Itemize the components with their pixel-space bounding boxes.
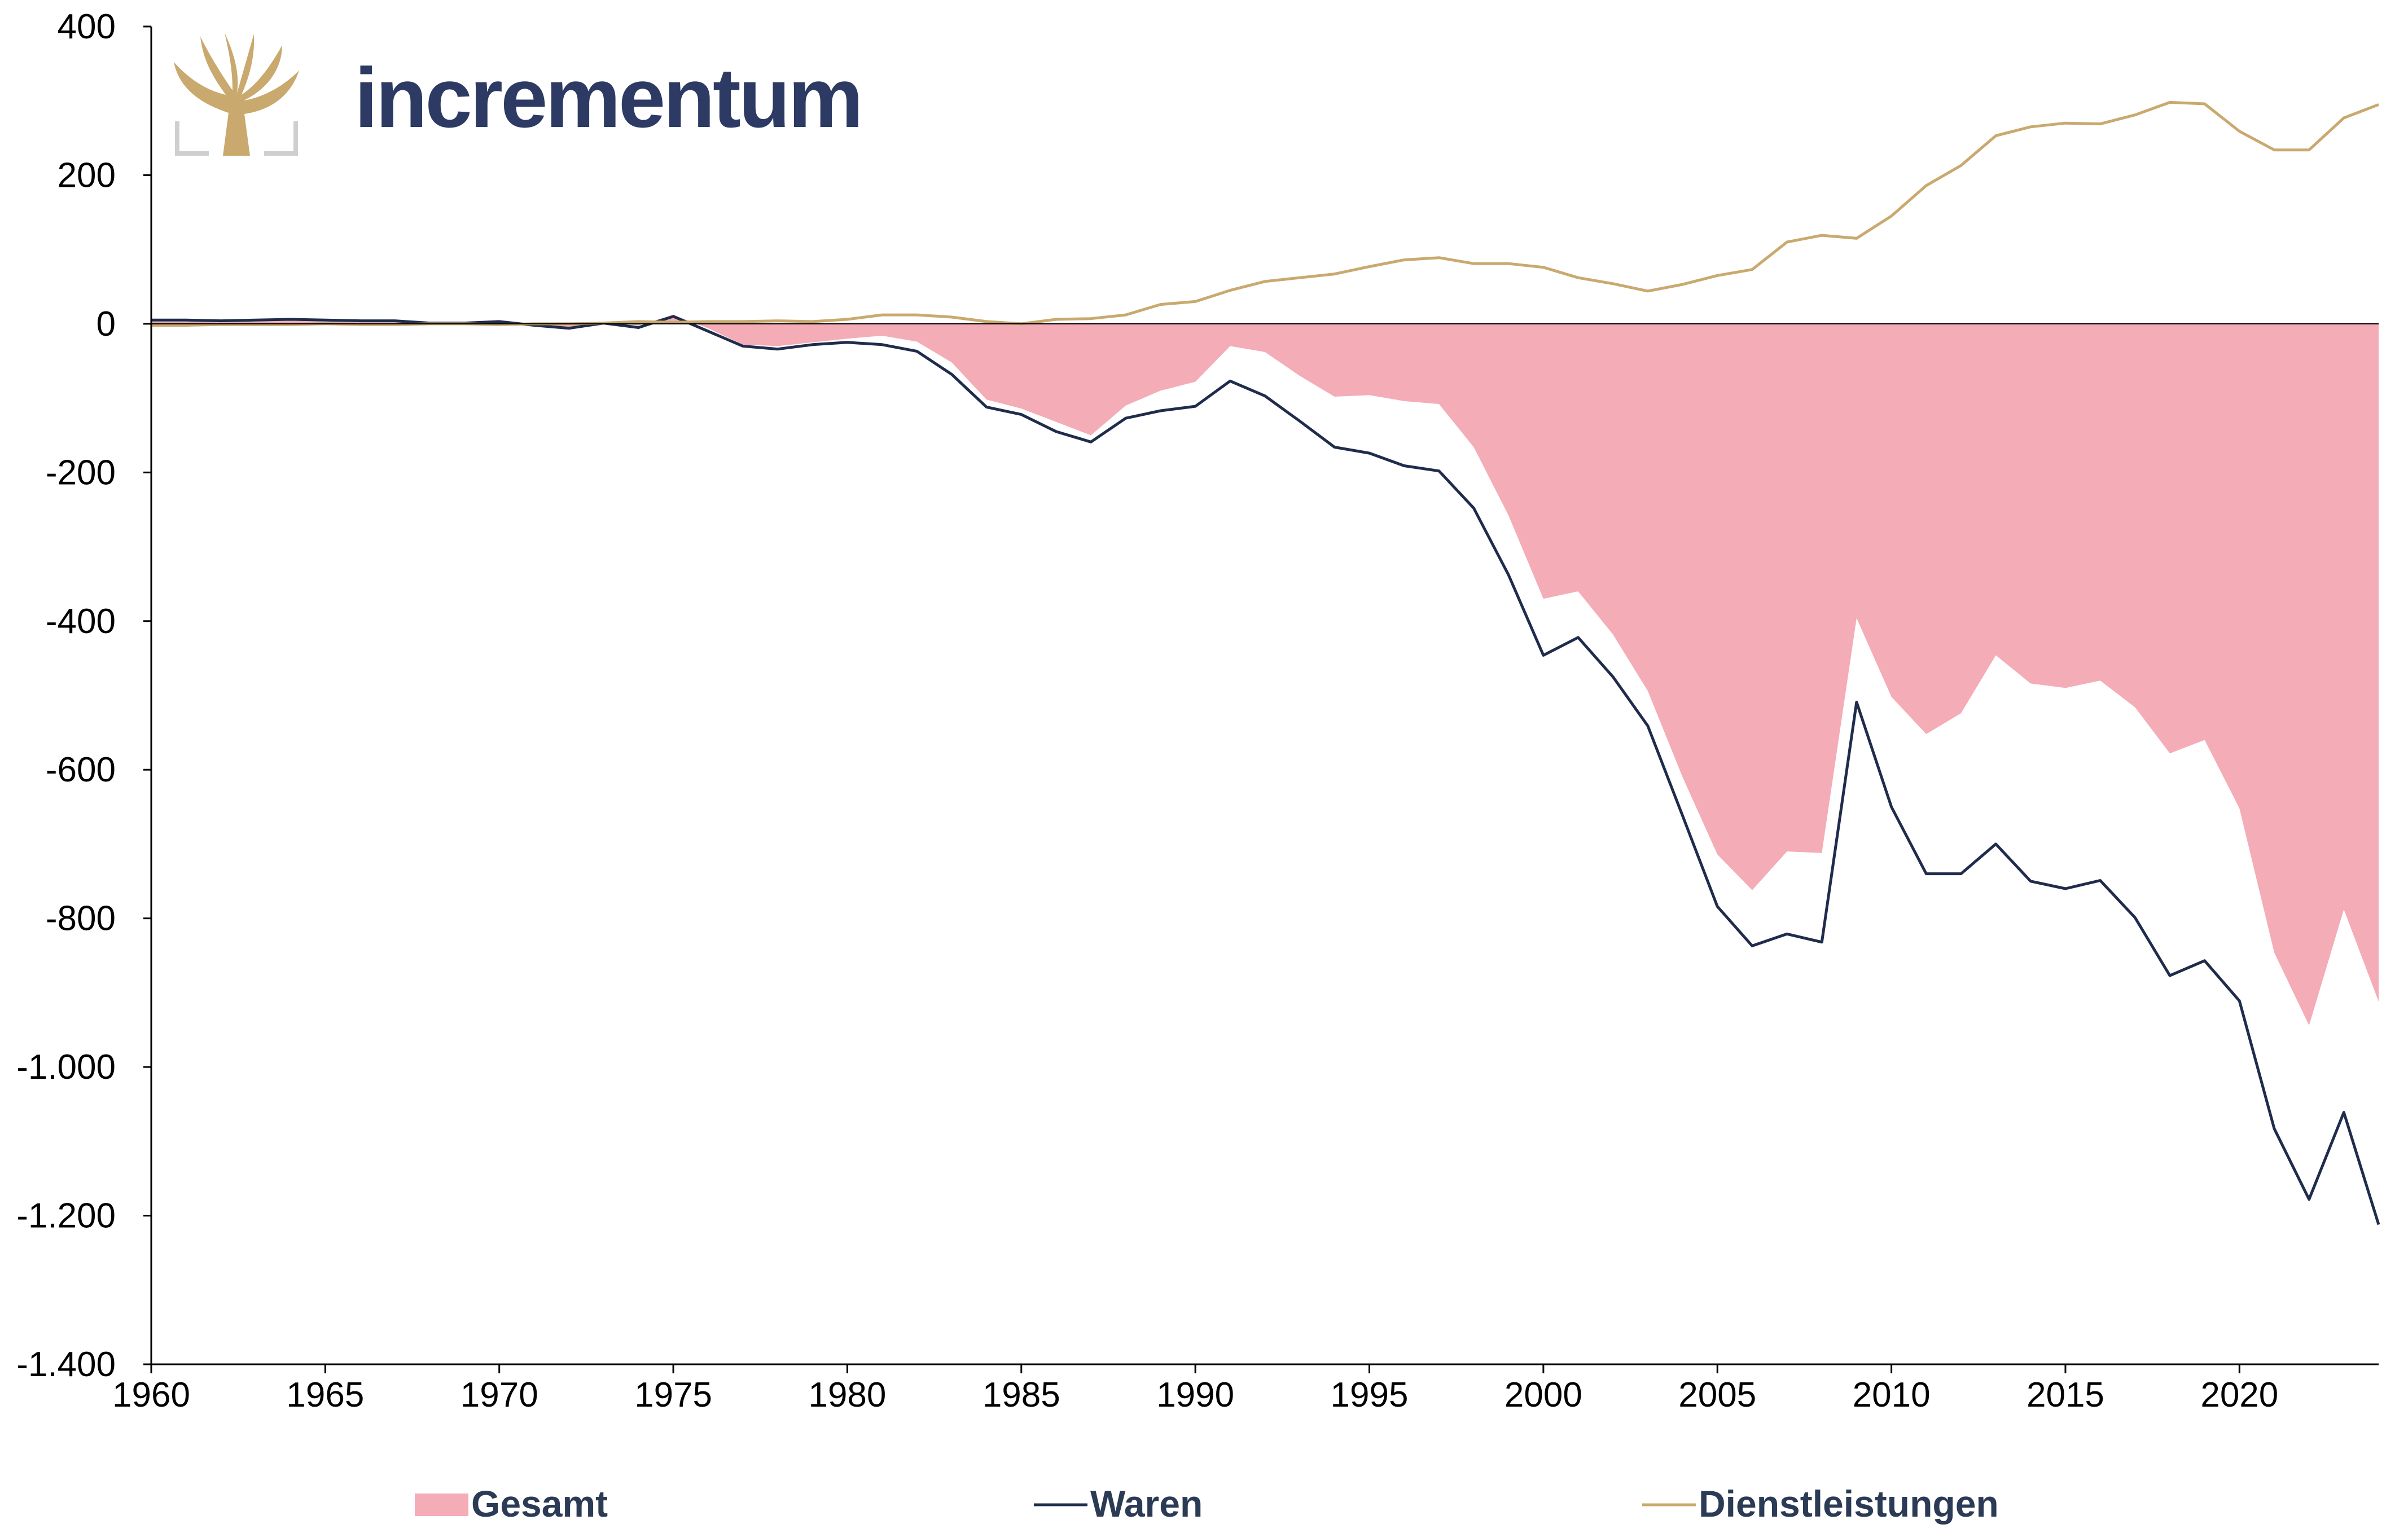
area-layer (151, 315, 2379, 1026)
y-tick-label: -800 (46, 899, 116, 938)
legend-label-dienstleistungen: Dienstleistungen (1699, 1483, 1999, 1525)
legend-label-waren: Waren (1090, 1483, 1203, 1525)
legend: Gesamt Waren Dienstleistungen (415, 1483, 1999, 1525)
y-tick-label: -400 (46, 602, 116, 641)
y-tick-label: 0 (97, 305, 116, 344)
x-tick-label: 1965 (286, 1376, 364, 1415)
x-tick-label: 1960 (112, 1376, 190, 1415)
x-tick-label: 2015 (2027, 1376, 2104, 1415)
x-tick-label: 1980 (808, 1376, 886, 1415)
x-tick-label: 1975 (634, 1376, 712, 1415)
series-area-gesamt (151, 315, 2379, 1026)
x-tick-label: 1970 (460, 1376, 538, 1415)
y-tick-label: -600 (46, 750, 116, 789)
x-tick-label: 2020 (2200, 1376, 2278, 1415)
y-tick-label: -1.200 (16, 1197, 116, 1236)
legend-label-gesamt: Gesamt (471, 1483, 608, 1525)
y-tick-label: -200 (46, 453, 116, 492)
tree-icon (174, 33, 299, 156)
x-tick-label: 1985 (983, 1376, 1060, 1415)
logo: incrementum (174, 33, 863, 156)
y-tick-label: 200 (58, 156, 116, 195)
y-tick-label: -1.400 (16, 1345, 116, 1384)
y-tick-label: -1.000 (16, 1048, 116, 1087)
x-tick-label: 1995 (1331, 1376, 1409, 1415)
x-tick-label: 2010 (1853, 1376, 1931, 1415)
x-tick-label: 2000 (1505, 1376, 1582, 1415)
x-tick-label: 1990 (1156, 1376, 1234, 1415)
logo-text: incrementum (354, 50, 861, 145)
axis-layer: 4002000-200-400-600-800-1.000-1.200-1.40… (16, 7, 2379, 1415)
y-tick-label: 400 (58, 7, 116, 46)
legend-swatch-gesamt (415, 1494, 468, 1516)
x-tick-label: 2005 (1678, 1376, 1756, 1415)
plot-area: 4002000-200-400-600-800-1.000-1.200-1.40… (16, 7, 2380, 1415)
